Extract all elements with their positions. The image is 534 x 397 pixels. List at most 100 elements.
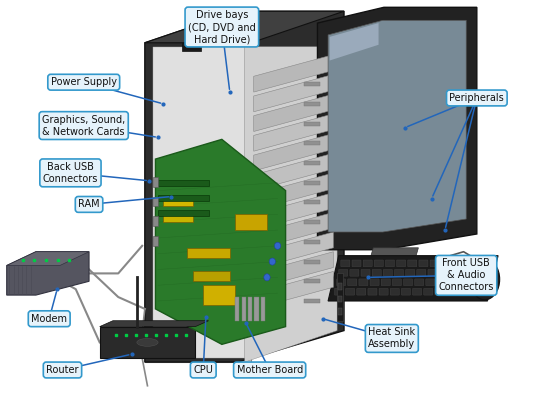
- Polygon shape: [254, 272, 333, 309]
- FancyBboxPatch shape: [352, 260, 361, 267]
- FancyBboxPatch shape: [350, 270, 359, 276]
- FancyBboxPatch shape: [417, 270, 426, 276]
- FancyBboxPatch shape: [337, 274, 343, 321]
- FancyBboxPatch shape: [338, 296, 342, 302]
- Polygon shape: [153, 47, 245, 358]
- FancyBboxPatch shape: [423, 288, 433, 295]
- Polygon shape: [182, 43, 201, 51]
- Polygon shape: [254, 133, 333, 171]
- FancyBboxPatch shape: [163, 214, 193, 222]
- FancyBboxPatch shape: [441, 260, 450, 267]
- FancyBboxPatch shape: [304, 279, 320, 283]
- FancyBboxPatch shape: [397, 260, 406, 267]
- Text: Power Supply: Power Supply: [51, 77, 117, 87]
- FancyBboxPatch shape: [404, 279, 413, 285]
- Polygon shape: [145, 11, 344, 362]
- FancyBboxPatch shape: [158, 180, 209, 186]
- Polygon shape: [100, 327, 195, 358]
- FancyBboxPatch shape: [338, 283, 342, 289]
- Polygon shape: [318, 7, 477, 250]
- Text: Graphics, Sound,
& Network Cards: Graphics, Sound, & Network Cards: [42, 115, 125, 137]
- FancyBboxPatch shape: [339, 270, 348, 276]
- Ellipse shape: [470, 259, 500, 300]
- FancyBboxPatch shape: [153, 177, 158, 187]
- Polygon shape: [245, 47, 337, 362]
- FancyBboxPatch shape: [153, 216, 158, 226]
- Text: Heat Sink
Assembly: Heat Sink Assembly: [368, 328, 415, 349]
- Text: Router: Router: [46, 365, 78, 375]
- Polygon shape: [254, 114, 333, 151]
- FancyBboxPatch shape: [457, 288, 466, 295]
- FancyBboxPatch shape: [408, 260, 417, 267]
- FancyBboxPatch shape: [413, 288, 421, 295]
- FancyBboxPatch shape: [446, 288, 455, 295]
- Polygon shape: [145, 11, 344, 43]
- FancyBboxPatch shape: [448, 279, 457, 285]
- Text: Back USB
Connectors: Back USB Connectors: [43, 162, 98, 184]
- FancyBboxPatch shape: [235, 214, 267, 230]
- FancyBboxPatch shape: [419, 260, 428, 267]
- Polygon shape: [254, 55, 333, 92]
- FancyBboxPatch shape: [439, 270, 448, 276]
- FancyBboxPatch shape: [392, 279, 402, 285]
- FancyBboxPatch shape: [304, 102, 320, 106]
- FancyBboxPatch shape: [304, 260, 320, 264]
- Text: Front USB
& Audio
Connectors: Front USB & Audio Connectors: [438, 258, 494, 292]
- FancyBboxPatch shape: [374, 260, 383, 267]
- FancyBboxPatch shape: [304, 82, 320, 86]
- Text: RAM: RAM: [78, 199, 100, 209]
- FancyBboxPatch shape: [359, 279, 368, 285]
- FancyBboxPatch shape: [470, 279, 480, 285]
- Polygon shape: [328, 20, 466, 232]
- FancyBboxPatch shape: [304, 299, 320, 303]
- FancyBboxPatch shape: [235, 297, 239, 321]
- FancyBboxPatch shape: [370, 279, 379, 285]
- FancyBboxPatch shape: [254, 297, 258, 321]
- Polygon shape: [145, 43, 251, 362]
- Polygon shape: [254, 232, 333, 270]
- Ellipse shape: [274, 242, 281, 249]
- FancyBboxPatch shape: [379, 288, 388, 295]
- FancyBboxPatch shape: [435, 288, 444, 295]
- FancyBboxPatch shape: [248, 297, 252, 321]
- FancyBboxPatch shape: [381, 279, 390, 285]
- Polygon shape: [254, 153, 333, 191]
- FancyBboxPatch shape: [450, 270, 459, 276]
- FancyBboxPatch shape: [430, 260, 439, 267]
- FancyBboxPatch shape: [426, 279, 435, 285]
- Polygon shape: [254, 212, 333, 250]
- FancyBboxPatch shape: [193, 272, 230, 281]
- FancyBboxPatch shape: [304, 220, 320, 224]
- Polygon shape: [100, 321, 209, 327]
- Ellipse shape: [269, 258, 276, 265]
- Text: Modem: Modem: [31, 314, 67, 324]
- FancyBboxPatch shape: [153, 197, 158, 206]
- Text: CPU: CPU: [193, 365, 213, 375]
- Polygon shape: [7, 252, 89, 295]
- FancyBboxPatch shape: [304, 121, 320, 125]
- Polygon shape: [254, 173, 333, 210]
- FancyBboxPatch shape: [163, 198, 193, 206]
- Polygon shape: [254, 252, 333, 289]
- FancyBboxPatch shape: [363, 260, 372, 267]
- FancyBboxPatch shape: [203, 285, 235, 305]
- Ellipse shape: [137, 339, 158, 346]
- Ellipse shape: [264, 274, 270, 281]
- Polygon shape: [254, 94, 333, 131]
- FancyBboxPatch shape: [461, 270, 470, 276]
- FancyBboxPatch shape: [357, 288, 366, 295]
- FancyBboxPatch shape: [475, 260, 484, 267]
- Text: Drive bays
(CD, DVD and
Hard Drive): Drive bays (CD, DVD and Hard Drive): [188, 10, 256, 44]
- FancyBboxPatch shape: [261, 297, 265, 321]
- Text: Peripherals: Peripherals: [450, 93, 504, 103]
- Polygon shape: [155, 139, 286, 344]
- FancyBboxPatch shape: [187, 248, 230, 258]
- FancyBboxPatch shape: [345, 288, 355, 295]
- FancyBboxPatch shape: [452, 260, 461, 267]
- FancyBboxPatch shape: [348, 279, 357, 285]
- FancyBboxPatch shape: [334, 288, 343, 295]
- FancyBboxPatch shape: [304, 200, 320, 204]
- FancyBboxPatch shape: [304, 240, 320, 244]
- FancyBboxPatch shape: [158, 195, 209, 201]
- FancyBboxPatch shape: [402, 288, 411, 295]
